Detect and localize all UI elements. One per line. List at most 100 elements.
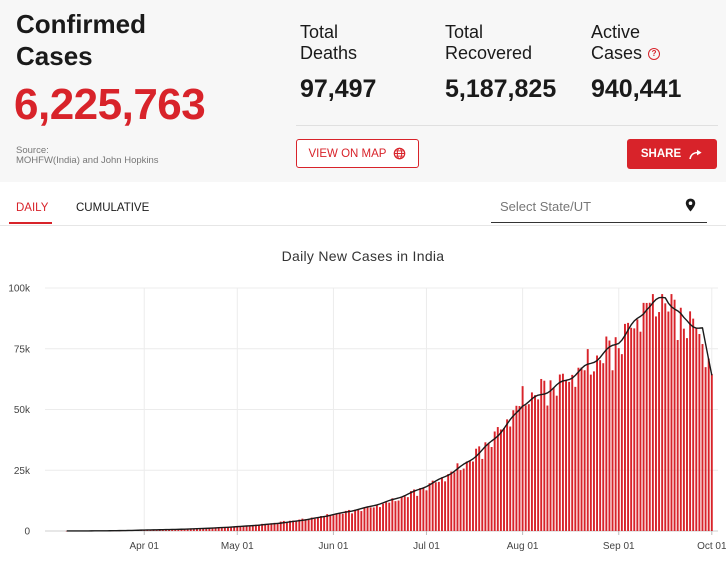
active-cases-label-line1: Active (591, 22, 641, 42)
bar (521, 386, 524, 531)
bar (701, 344, 704, 531)
bar (645, 302, 648, 531)
bar (487, 443, 490, 531)
bar (214, 527, 217, 531)
bar (406, 497, 409, 531)
tab-daily[interactable]: DAILY (16, 202, 49, 214)
y-tick-label: 75k (14, 344, 31, 355)
bar (425, 490, 428, 531)
help-icon[interactable]: ? (648, 48, 661, 60)
bar (496, 427, 499, 531)
bar (192, 528, 195, 531)
bar (245, 525, 248, 531)
view-on-map-button[interactable]: VIEW ON MAP (296, 139, 419, 168)
bar (444, 481, 447, 531)
x-tick-label: Aug 01 (507, 541, 539, 552)
summary-panel: Confirmed Cases 6,225,763 Source: MOHFW(… (0, 0, 726, 182)
bar (599, 360, 602, 531)
bar (270, 523, 273, 531)
bar (571, 374, 574, 531)
bar (583, 370, 586, 531)
bar (205, 527, 208, 531)
total-deaths-stat: Total Deaths 97,497 (300, 22, 376, 104)
bar (441, 477, 443, 531)
chart-trend-line (66, 296, 713, 532)
bar (375, 504, 378, 531)
source-note: Source: MOHFW(India) and John Hopkins (16, 146, 159, 166)
bar (320, 516, 322, 531)
bar (410, 491, 412, 531)
bar (552, 387, 555, 531)
bar (509, 426, 512, 531)
active-cases-label: Active Cases? (591, 22, 681, 64)
total-recovered-label: Total Recovered (445, 22, 556, 64)
chart-grid (45, 287, 718, 535)
bar (475, 448, 478, 531)
bar (676, 340, 679, 531)
bar (366, 506, 369, 531)
bar (351, 513, 353, 531)
bar (506, 419, 509, 531)
bar (276, 523, 279, 531)
bar (307, 519, 310, 531)
bar (403, 496, 406, 531)
bar (695, 327, 698, 531)
active-cases-stat: Active Cases? 940,441 (591, 22, 681, 104)
bar (555, 395, 558, 531)
tab-cumulative[interactable]: CUMULATIVE (76, 202, 150, 214)
bar (298, 519, 301, 531)
bar (304, 519, 307, 531)
bar (310, 517, 313, 531)
source-label: Source: (16, 145, 49, 156)
bar (617, 348, 620, 531)
share-button[interactable]: SHARE (627, 139, 717, 169)
bar (664, 303, 667, 531)
total-deaths-label-line2: Deaths (300, 43, 358, 63)
bar (434, 482, 437, 531)
bar (437, 481, 440, 531)
state-select[interactable]: Select State/UT (491, 193, 707, 223)
x-tick-label: Jun 01 (318, 541, 348, 552)
bar (561, 373, 564, 531)
bar (248, 525, 251, 531)
bar (639, 331, 642, 531)
bar (636, 319, 639, 531)
bar (347, 509, 350, 531)
bar (428, 483, 431, 531)
bar (419, 488, 422, 531)
bar (608, 340, 611, 531)
bar (661, 294, 664, 531)
bar (282, 520, 285, 531)
bar (292, 520, 295, 531)
bar (651, 294, 654, 531)
bar (540, 378, 543, 531)
bar (397, 500, 400, 531)
bar (199, 528, 202, 531)
bar (468, 460, 471, 531)
chart-title: Daily New Cases in India (281, 248, 445, 264)
view-on-map-label: VIEW ON MAP (308, 147, 387, 160)
state-select-placeholder: Select State/UT (500, 199, 592, 214)
bar (394, 501, 397, 531)
bar (254, 524, 257, 531)
bar (698, 334, 701, 531)
bar (459, 470, 462, 531)
bar (686, 338, 688, 531)
bar (301, 518, 304, 531)
bar (189, 528, 192, 531)
bar (648, 302, 651, 531)
bar (679, 307, 682, 531)
total-deaths-label: Total Deaths (300, 22, 376, 64)
total-deaths-value: 97,497 (300, 75, 377, 103)
bar (230, 527, 233, 531)
bar (329, 515, 332, 531)
bar (611, 370, 614, 531)
trend-line (66, 296, 713, 532)
bar (332, 515, 335, 531)
bar (385, 502, 388, 531)
divider (296, 125, 718, 126)
y-axis-ticks: 0 25k 50k 75k 100k (8, 284, 31, 538)
bar (431, 480, 434, 531)
bar (624, 323, 626, 531)
bar (236, 526, 239, 531)
